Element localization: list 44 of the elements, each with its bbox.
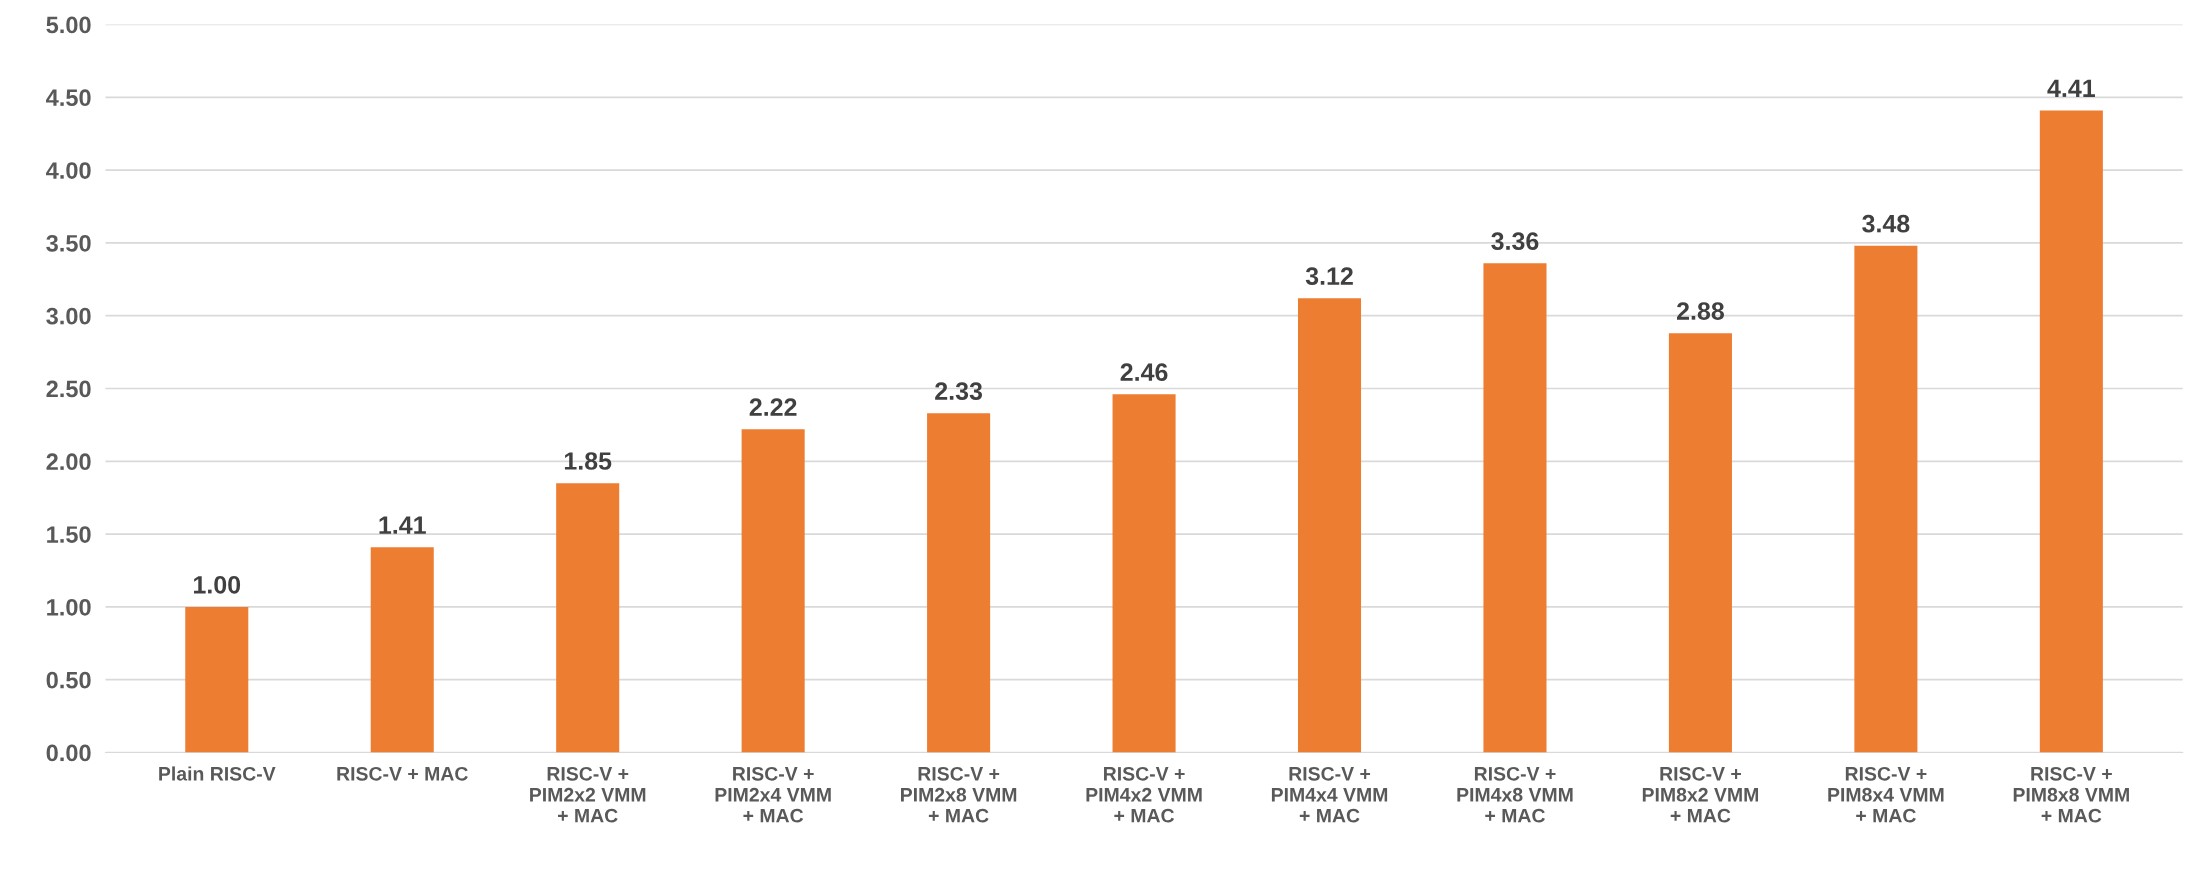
data-label: 2.88 [1676, 302, 1724, 320]
bar [2039, 110, 2103, 753]
data-label: 1.00 [194, 575, 241, 594]
bar [1854, 245, 1918, 753]
data-label: 3.36 [1491, 232, 1539, 251]
y-tick-label: 3.00 [46, 307, 91, 325]
bar [741, 429, 805, 753]
x-tick-label: RISC-V + PIM8x4 VMM + MAC [1828, 766, 1944, 823]
y-tick-label: 1.50 [47, 526, 91, 543]
y-tick-label: 0.50 [46, 671, 91, 689]
y-tick-label: 4.00 [46, 162, 91, 179]
bar [1668, 333, 1732, 753]
data-label: 1.41 [379, 516, 426, 534]
data-label: 2.22 [749, 398, 797, 416]
x-tick-label: RISC-V + PIM2x2 VMM + MAC [530, 766, 646, 823]
bar [927, 413, 991, 753]
y-tick-label: 4.50 [46, 89, 91, 107]
data-label: 2.46 [1120, 363, 1168, 382]
bar [1297, 298, 1362, 753]
x-tick-label: RISC-V + PIM4x4 VMM + MAC [1271, 766, 1388, 823]
data-label: 3.12 [1305, 267, 1353, 285]
y-tick-label: 2.00 [46, 453, 91, 471]
x-tick-label: RISC-V + PIM4x2 VMM + MAC [1086, 766, 1202, 823]
x-tick-label: Plain RISC-V [159, 766, 276, 781]
bar [185, 606, 249, 753]
x-tick-label: RISC-V + PIM2x8 VMM + MAC [901, 766, 1017, 823]
y-tick-label: 2.50 [46, 380, 91, 398]
bar [370, 547, 434, 753]
y-tick-label: 3.50 [46, 234, 91, 252]
y-tick-label: 5.00 [46, 16, 91, 34]
x-tick-label: RISC-V + PIM2x4 VMM + MAC [715, 766, 831, 823]
bar [1112, 394, 1176, 753]
x-tick-label: RISC-V + PIM8x8 VMM + MAC [2013, 766, 2129, 823]
bar [556, 483, 620, 753]
data-label: 4.41 [2047, 79, 2095, 97]
y-tick-label: 1.00 [47, 598, 91, 616]
bar [1483, 263, 1547, 753]
data-label: 2.33 [935, 382, 983, 401]
y-tick-label: 0.00 [46, 744, 91, 762]
x-tick-label: RISC-V + MAC [337, 766, 468, 781]
data-label: 1.85 [564, 452, 612, 470]
x-tick-label: RISC-V + PIM4x8 VMM + MAC [1457, 766, 1573, 823]
data-label: 3.48 [1862, 214, 1910, 233]
x-tick-label: RISC-V + PIM8x2 VMM + MAC [1642, 766, 1759, 823]
